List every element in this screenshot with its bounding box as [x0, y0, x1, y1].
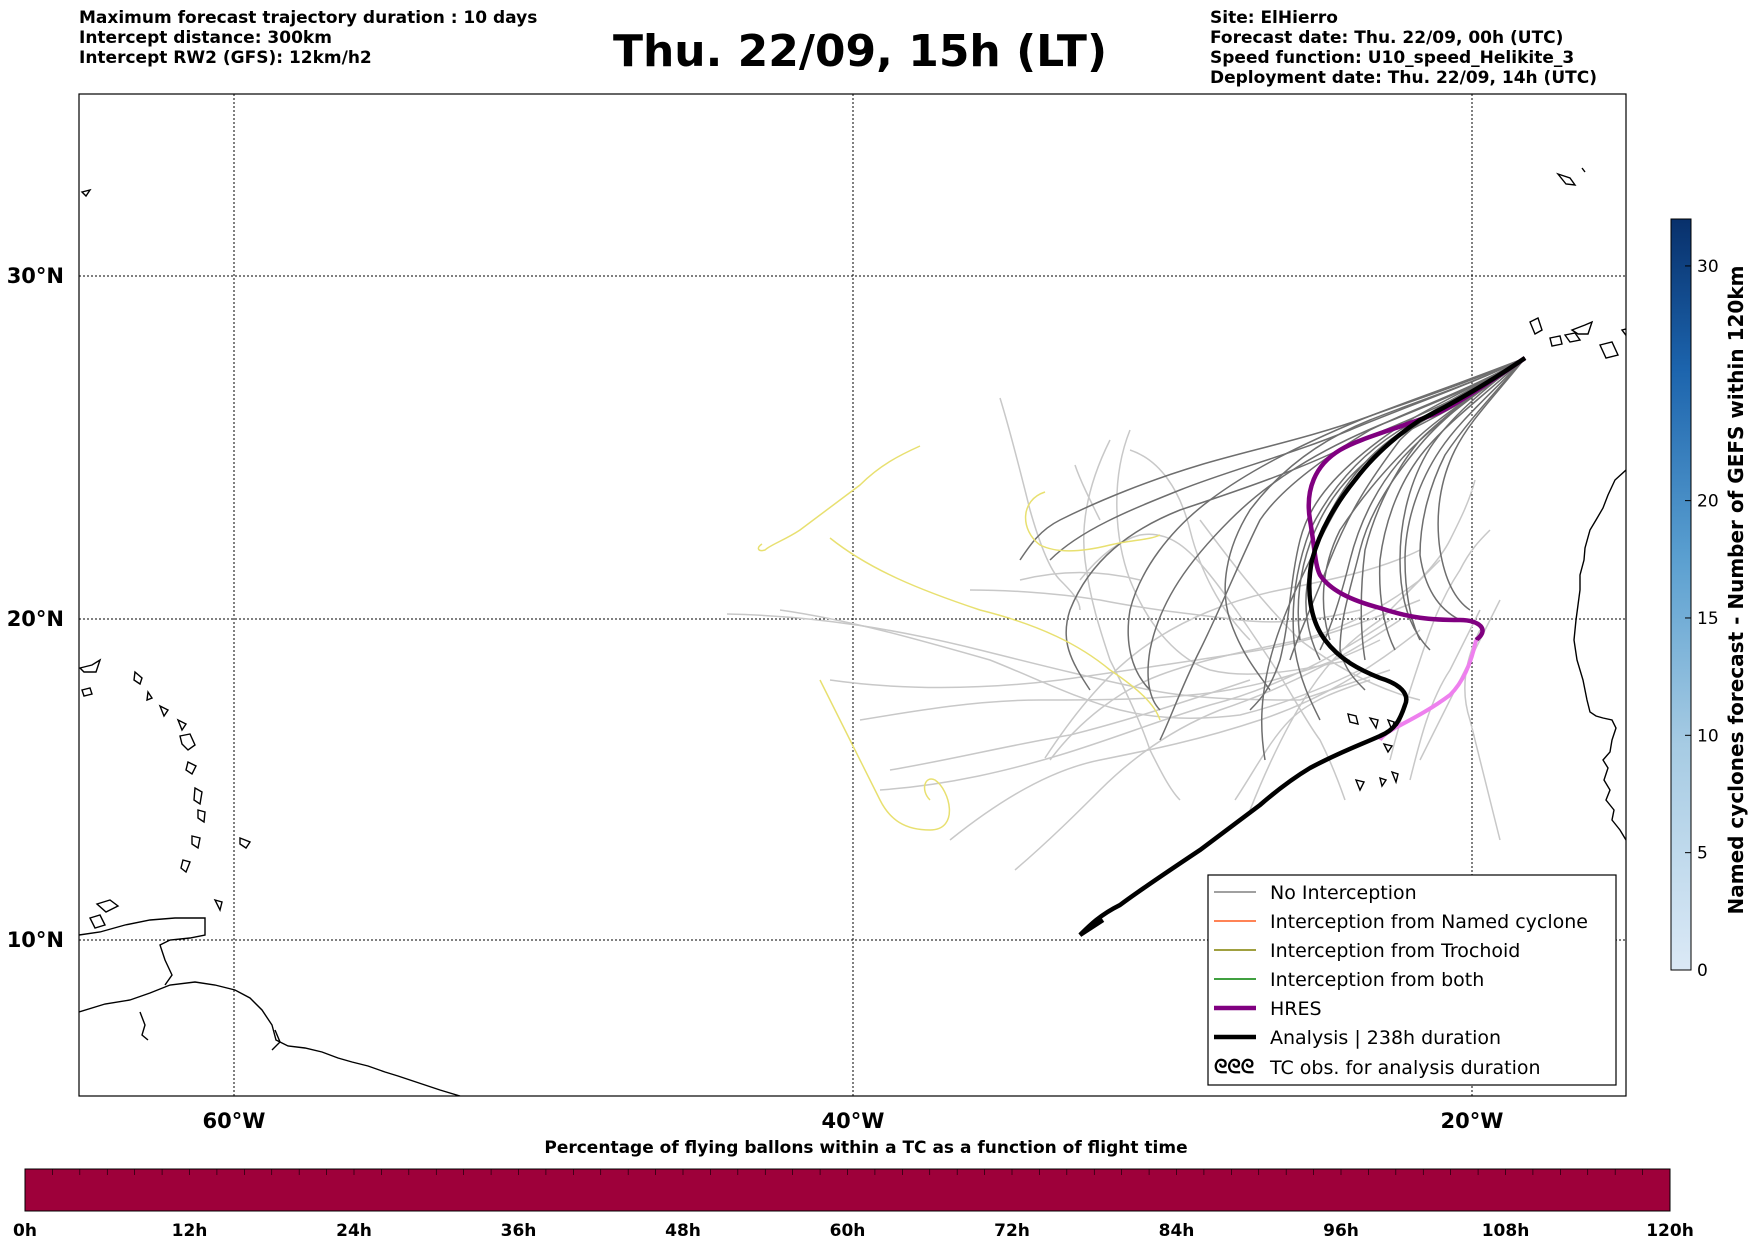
- header-right-line: Speed function: U10_speed_Helikite_3: [1210, 48, 1575, 68]
- colorbar-gradient: [1670, 218, 1692, 971]
- colorbar-tick-label: 0: [1697, 961, 1708, 981]
- time-bar-tick-label: 0h: [13, 1221, 37, 1241]
- colorbar-tick-label: 10: [1697, 726, 1719, 746]
- legend-label: Interception from Named cyclone: [1270, 911, 1588, 933]
- island: [185, 760, 197, 776]
- time-bar-tick-label: 72h: [994, 1221, 1030, 1241]
- coast-detail: [139, 1011, 149, 1041]
- colorbar-tick-label: 20: [1697, 492, 1719, 512]
- time-bar: Percentage of flying ballons within a TC…: [13, 1138, 1694, 1241]
- barbados: [239, 836, 252, 849]
- header-left-info: Maximum forecast trajectory duration : 1…: [79, 8, 537, 68]
- bermuda: [80, 188, 92, 198]
- time-bar-fill: [24, 1168, 1671, 1212]
- island: [1581, 167, 1586, 173]
- time-bar-tick-label: 36h: [501, 1221, 537, 1241]
- main-title: Thu. 22/09, 15h (LT): [612, 26, 1108, 77]
- colorbar-tick-label: 15: [1697, 609, 1719, 629]
- gran-canaria: [1599, 341, 1619, 359]
- lon-label: 60°W: [203, 1109, 266, 1133]
- coastlines: [79, 167, 1626, 1096]
- south-america-coast: [79, 981, 461, 1096]
- guadeloupe: [179, 733, 196, 751]
- island: [158, 704, 170, 718]
- lon-label: 40°W: [822, 1109, 885, 1133]
- legend-box: [1207, 874, 1617, 1086]
- yellow-trajectories: [757, 445, 1161, 831]
- header-left-line: Intercept distance: 300km: [79, 28, 332, 48]
- colorbar-ticks: 30 20 15 10 5 0: [1685, 257, 1719, 981]
- cape-verde-isl: [1347, 713, 1359, 725]
- colorbar-tick-label: 5: [1697, 844, 1708, 864]
- island: [176, 718, 188, 732]
- time-bar-title: Percentage of flying ballons within a TC…: [544, 1138, 1187, 1158]
- lat-label: 20°N: [7, 607, 64, 631]
- time-bar-tick-label: 24h: [336, 1221, 372, 1241]
- gomera: [1563, 332, 1582, 343]
- tenerife: [1570, 320, 1594, 335]
- tc-obs-symbol-icon: ᘓᘓᘓ: [1214, 1056, 1254, 1078]
- el-hierro: [1549, 335, 1563, 347]
- island: [79, 658, 102, 673]
- cape-verde-isl: [1354, 778, 1366, 792]
- legend-label: Interception from both: [1270, 969, 1484, 991]
- light-trajectories: [726, 397, 1501, 871]
- lat-label: 10°N: [7, 928, 64, 952]
- island: [197, 809, 206, 824]
- header-right-line: Forecast date: Thu. 22/09, 00h (UTC): [1210, 28, 1564, 48]
- time-bar-ticks: 0h 12h 24h 36h 48h 60h 72h 84h 96h 108h 120h: [13, 1169, 1694, 1241]
- lon-label: 20°W: [1441, 1109, 1504, 1133]
- cape-verde-isl: [1382, 742, 1394, 754]
- cape-verde-isl: [1379, 776, 1388, 788]
- island: [81, 687, 93, 697]
- lat-label: 30°N: [7, 264, 64, 288]
- legend-label: Interception from Trochoid: [1270, 940, 1520, 962]
- time-bar-tick-label: 48h: [665, 1221, 701, 1241]
- time-bar-tick-label: 108h: [1482, 1221, 1530, 1241]
- legend-label: HRES: [1270, 998, 1322, 1020]
- legend-label: No Interception: [1270, 882, 1417, 904]
- header-right-line: Deployment date: Thu. 22/09, 14h (UTC): [1210, 68, 1597, 88]
- island: [133, 670, 143, 686]
- coast-detail: [271, 1029, 281, 1051]
- time-bar-tick-label: 12h: [172, 1221, 208, 1241]
- island: [191, 835, 201, 850]
- island: [89, 914, 106, 929]
- island: [180, 859, 191, 874]
- legend: No Interception Interception from Named …: [1207, 874, 1617, 1086]
- header-left-line: Intercept RW2 (GFS): 12km/h2: [79, 48, 372, 68]
- time-bar-tick-label: 96h: [1323, 1221, 1359, 1241]
- time-bar-tick-label: 60h: [830, 1221, 866, 1241]
- fuerteventura: [1620, 328, 1626, 337]
- tobago: [213, 898, 223, 913]
- legend-label: TC obs. for analysis duration: [1269, 1057, 1541, 1079]
- header-right-line: Site: ElHierro: [1210, 8, 1338, 28]
- cape-verde-isl: [1390, 770, 1399, 785]
- legend-label: Analysis | 238h duration: [1270, 1027, 1501, 1049]
- cyclone-colorbar: 30 20 15 10 5 0 Named cyclones forecast - Num…: [1670, 218, 1748, 981]
- time-bar-tick-label: 120h: [1646, 1221, 1694, 1241]
- martinique: [193, 786, 203, 806]
- analysis-track: [1078, 356, 1527, 937]
- time-bar-tick-label: 84h: [1159, 1221, 1195, 1241]
- colorbar-label: Named cyclones forecast - Number of GEFS…: [1724, 266, 1748, 915]
- cape-verde-isl: [1368, 716, 1379, 730]
- colorbar-tick-label: 30: [1697, 257, 1719, 277]
- madeira: [1555, 172, 1577, 186]
- la-palma: [1529, 317, 1543, 336]
- map-area: No Interception Interception from Named …: [7, 93, 1627, 1133]
- header-right-info: Site: ElHierro Forecast date: Thu. 22/09…: [1210, 8, 1597, 88]
- header-left-line: Maximum forecast trajectory duration : 1…: [79, 8, 538, 28]
- island: [95, 899, 120, 913]
- paria-coast: [79, 917, 206, 986]
- africa-coast: [1573, 469, 1626, 841]
- island: [146, 690, 154, 702]
